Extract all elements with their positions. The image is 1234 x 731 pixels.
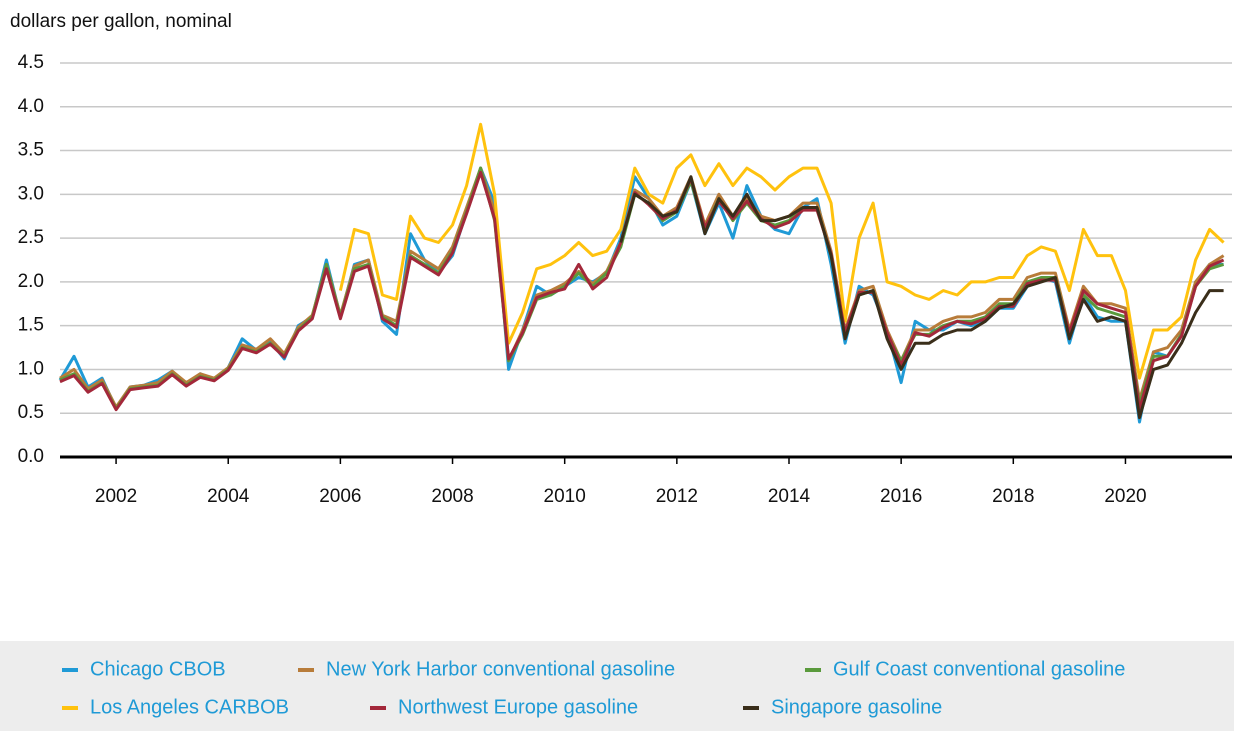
- y-tick-label: 4.5: [18, 52, 44, 73]
- x-tick-label: 2010: [544, 486, 586, 507]
- series-line: [619, 175, 1224, 420]
- legend-label: Northwest Europe gasoline: [398, 696, 638, 718]
- y-tick-label: 1.0: [18, 358, 44, 379]
- legend-label: Los Angeles CARBOB: [90, 696, 289, 718]
- series-line: [59, 166, 1225, 409]
- x-tick-label: 2004: [207, 486, 250, 507]
- x-tick-label: 2020: [1104, 486, 1146, 507]
- x-tick-label: 2018: [992, 486, 1034, 507]
- x-tick-label: 2008: [431, 486, 473, 507]
- legend-label: Gulf Coast conventional gasoline: [833, 658, 1125, 680]
- legend-label: New York Harbor conventional gasoline: [326, 658, 675, 680]
- series-line: [59, 170, 1225, 412]
- legend-label: Chicago CBOB: [90, 658, 226, 680]
- y-tick-label: 3.0: [18, 183, 44, 204]
- y-tick-label: 0.5: [18, 402, 44, 423]
- series-line: [59, 166, 1225, 411]
- y-axis-label: dollars per gallon, nominal: [10, 11, 232, 32]
- y-tick-label: 1.5: [18, 315, 44, 336]
- series-line: [338, 122, 1225, 380]
- x-tick-label: 2006: [319, 486, 361, 507]
- y-tick-label: 2.5: [18, 227, 44, 248]
- y-tick-label: 0.0: [18, 446, 44, 467]
- y-tick-label: 3.5: [18, 140, 44, 161]
- x-tick-label: 2002: [95, 486, 137, 507]
- series-line: [58, 166, 1224, 424]
- y-tick-label: 4.0: [18, 96, 44, 117]
- y-tick-label: 2.0: [18, 271, 44, 292]
- legend-background: [0, 641, 1234, 731]
- x-tick-label: 2014: [768, 486, 811, 507]
- x-tick-label: 2012: [656, 486, 698, 507]
- x-tick-label: 2016: [880, 486, 922, 507]
- legend-label: Singapore gasoline: [771, 696, 942, 718]
